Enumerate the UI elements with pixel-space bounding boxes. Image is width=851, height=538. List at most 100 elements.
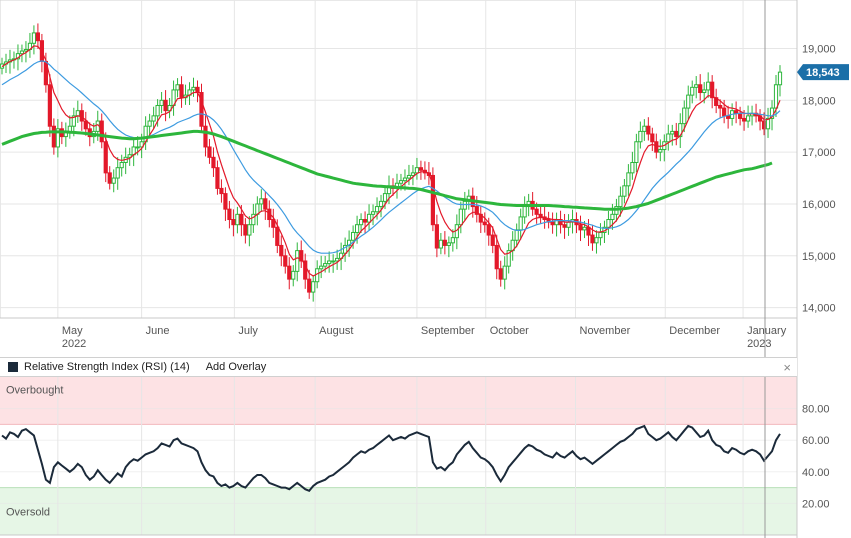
candle-body: [494, 244, 499, 270]
candle-body: [550, 221, 555, 226]
candle-body: [506, 250, 511, 267]
candle-body: [323, 263, 328, 267]
candle-body: [259, 198, 264, 205]
candle-body: [71, 115, 76, 127]
candle-body: [462, 200, 467, 210]
candle-body: [271, 219, 276, 228]
candle-body: [135, 146, 140, 149]
candle-body: [75, 110, 80, 117]
candle-body: [251, 213, 256, 226]
close-icon[interactable]: ×: [783, 360, 791, 375]
candle-body: [534, 208, 539, 215]
candle-body: [634, 141, 639, 163]
candle-body: [690, 86, 695, 96]
overbought-label: Overbought: [6, 385, 63, 397]
price-y-tick-label: 18,000: [802, 95, 836, 107]
candle-body: [718, 104, 723, 109]
candle-body: [243, 224, 248, 236]
price-y-tick-label: 16,000: [802, 199, 836, 211]
candle-body: [119, 162, 124, 169]
candle-body: [354, 224, 360, 233]
candle-body: [734, 110, 739, 114]
candle-body: [586, 226, 591, 236]
candle-body: [618, 195, 623, 208]
candle-body: [358, 219, 364, 226]
candle-body: [418, 167, 424, 171]
candle-body: [179, 84, 184, 99]
candle-body: [227, 208, 232, 221]
candle-body: [761, 120, 767, 130]
candle-body: [211, 156, 216, 169]
candle-body: [343, 244, 348, 254]
candle-body: [327, 260, 332, 265]
candle-body: [47, 84, 52, 127]
candle-body: [482, 221, 487, 226]
candle-body: [307, 278, 312, 293]
candle-body: [490, 234, 495, 246]
candle-body: [434, 224, 439, 249]
candle-body: [235, 213, 240, 226]
candle-body: [331, 260, 336, 263]
candle-body: [590, 234, 595, 244]
candle-body: [207, 146, 212, 158]
candle-body: [630, 162, 635, 174]
candle-body: [694, 84, 699, 88]
candle-body: [606, 219, 611, 228]
rsi-zones: [0, 377, 797, 535]
candle-body: [311, 281, 316, 293]
candle-body: [103, 141, 108, 174]
candle-body: [702, 89, 707, 94]
candle-body: [107, 172, 112, 184]
candle-body: [139, 141, 144, 148]
candle-body: [678, 123, 683, 138]
candle-body: [398, 180, 404, 184]
candle-body: [646, 125, 651, 135]
rsi-color-swatch: [8, 362, 18, 372]
rsi-panel-header: Relative Strength Index (RSI) (14) Add O…: [0, 357, 797, 377]
candle-body: [686, 94, 691, 109]
candle-body: [247, 224, 252, 236]
candle-body: [19, 50, 25, 55]
candle-body: [450, 237, 455, 244]
candle-body: [303, 260, 308, 280]
candle-body: [430, 174, 435, 226]
price-x-tick-sublabel: 2022: [62, 338, 86, 350]
candle-body: [163, 99, 168, 112]
candle-body: [219, 187, 224, 195]
candle-body: [127, 154, 132, 158]
add-overlay-button[interactable]: Add Overlay: [205, 361, 267, 373]
candle-body: [558, 219, 563, 226]
candle-body: [147, 120, 152, 127]
candle-body: [726, 115, 731, 119]
candle-body: [55, 128, 60, 148]
candle-body: [666, 133, 671, 143]
candle-body: [402, 177, 408, 182]
candle-body: [151, 115, 156, 122]
candle-body: [638, 130, 643, 143]
candle-body: [650, 133, 655, 143]
candle-body: [239, 213, 244, 226]
price-x-tick-sublabel: 2023: [747, 338, 771, 350]
candle-body: [438, 239, 443, 249]
candle-body: [287, 265, 292, 280]
price-x-tick-label: June: [146, 325, 170, 337]
moving-average-line: [1, 45, 781, 277]
price-y-tick-label: 17,000: [802, 147, 836, 159]
candle-body: [622, 185, 627, 197]
candle-body: [35, 32, 41, 42]
price-gridlines: [0, 0, 798, 319]
candle-body: [315, 268, 320, 283]
moving-average-line: [1, 60, 781, 254]
candle-body: [231, 219, 236, 226]
candle-body: [83, 120, 88, 130]
candle-body: [626, 172, 631, 187]
candle-body: [350, 231, 356, 241]
rsi-y-tick-label: 60.00: [802, 435, 830, 447]
candle-body: [706, 81, 711, 91]
candle-body: [279, 244, 284, 257]
candle-body: [486, 224, 491, 236]
price-x-tick-label: July: [238, 325, 258, 337]
candle-body: [502, 265, 507, 280]
candle-body: [175, 84, 180, 91]
